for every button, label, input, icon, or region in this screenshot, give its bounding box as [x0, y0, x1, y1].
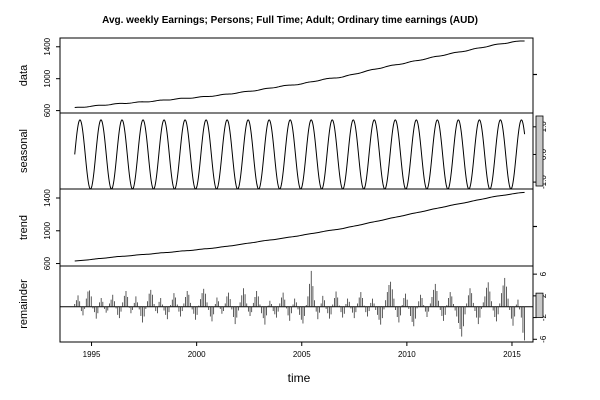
y-tick-label-remainder: -6 [539, 335, 548, 343]
series-line-seasonal [74, 119, 526, 190]
x-axis-label: time [288, 371, 311, 385]
y-tick-label-trend: 600 [43, 256, 52, 270]
y-tick-label-seasonal: -1.0 [539, 175, 548, 189]
y-tick-label-seasonal: 1.0 [539, 121, 548, 133]
panel-frame-remainder [59, 265, 534, 343]
y-tick-label-remainder: 6 [539, 271, 548, 276]
scale-bar-remainder [535, 292, 544, 318]
panel-label-remainder: remainder [18, 279, 30, 329]
x-tick-label: 2010 [398, 350, 416, 359]
x-tick-label: 2000 [188, 350, 206, 359]
panel-label-seasonal: seasonal [18, 129, 30, 173]
y-tick-label-trend: 1000 [43, 221, 52, 239]
y-tick-label-data: 600 [43, 103, 52, 117]
chart-title: Avg. weekly Earnings; Persons; Full Time… [102, 15, 478, 26]
series-line-trend [74, 191, 525, 262]
panel-label-trend: trend [18, 215, 30, 240]
y-tick-label-data: 1000 [43, 69, 52, 87]
x-tick-label: 2015 [503, 350, 521, 359]
panel-frame-seasonal [59, 112, 534, 190]
x-tick-label: 2005 [293, 350, 311, 359]
series-line-data [74, 40, 525, 109]
x-tick-label: 1995 [83, 350, 101, 359]
panel-label-data: data [18, 64, 30, 86]
y-tick-label-remainder: 2 [539, 293, 548, 298]
panel-frame-trend [59, 188, 534, 267]
y-tick-label-data: 1400 [43, 37, 52, 55]
y-tick-label-trend: 1400 [43, 189, 52, 207]
y-tick-label-remainder: -2 [539, 313, 548, 321]
panels: data 600 1000 1400 seasonal -1.0 0.0 1.0 trend 60… [18, 37, 548, 359]
panel-frame-data [59, 37, 534, 114]
y-tick-label-seasonal: 0.0 [539, 148, 548, 160]
scale-bar-seasonal [535, 115, 544, 187]
